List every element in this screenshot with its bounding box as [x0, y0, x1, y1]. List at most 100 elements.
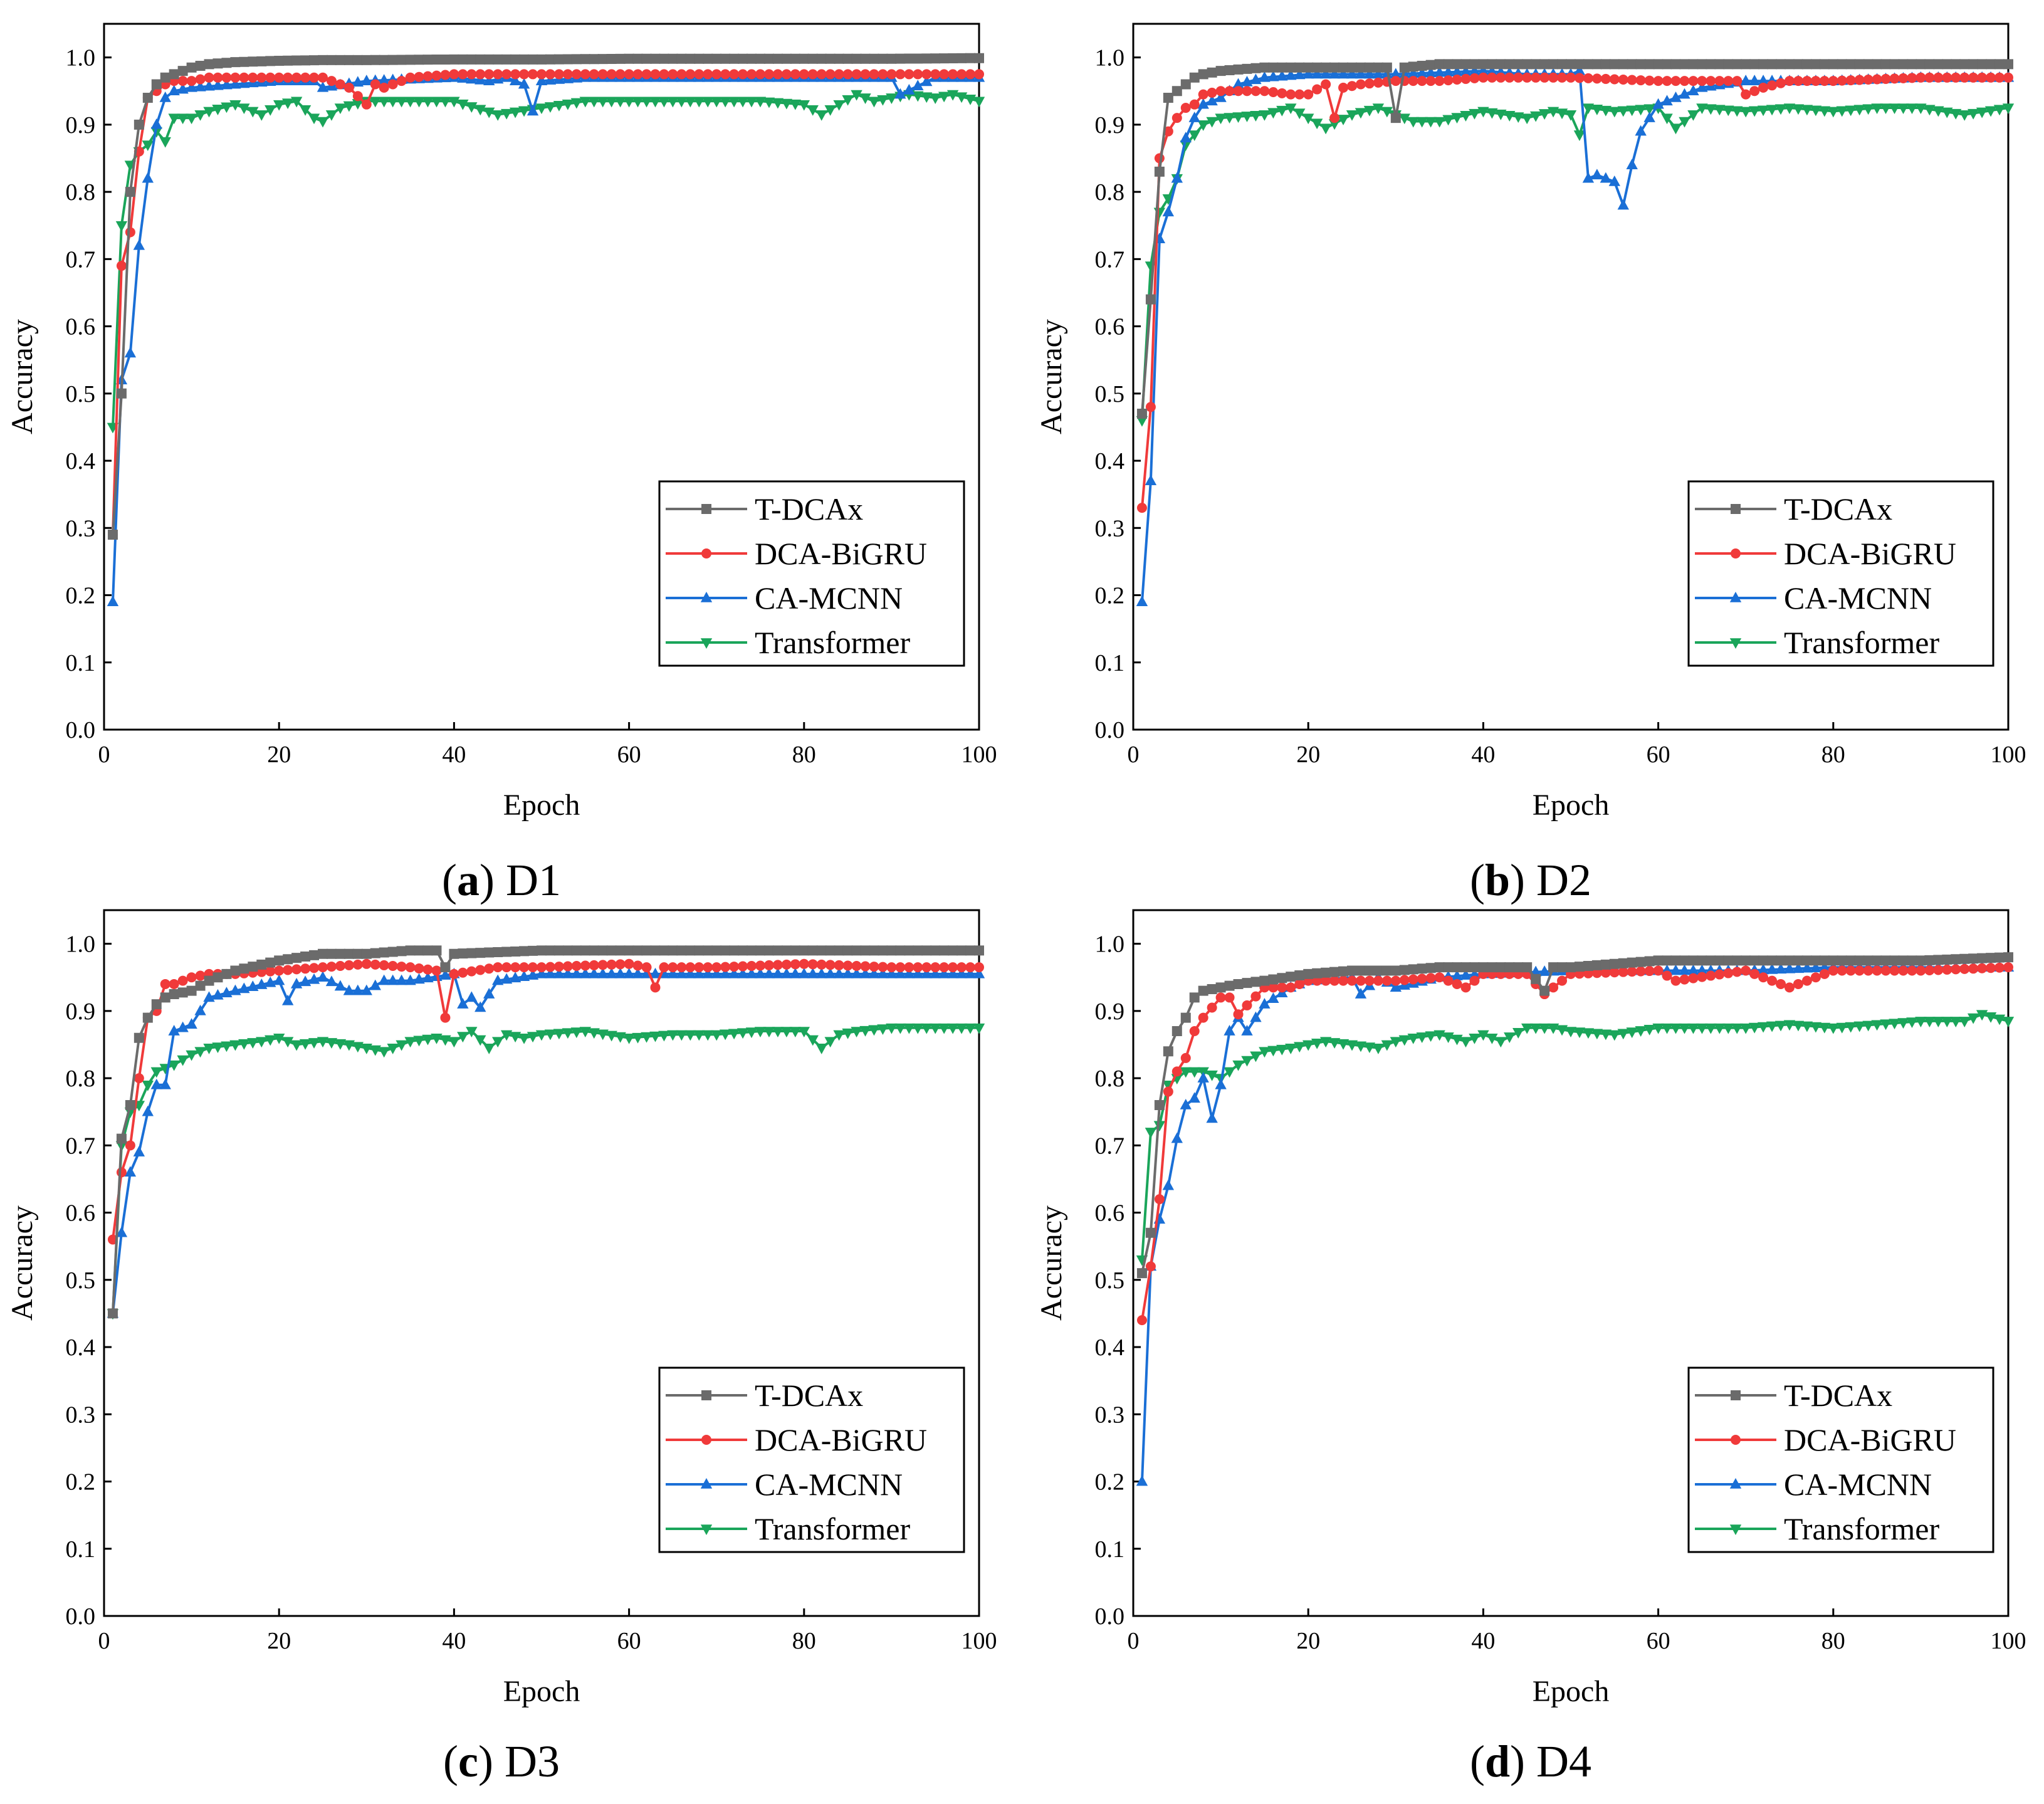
- data-point: [1529, 111, 1542, 122]
- data-point: [1670, 964, 1682, 975]
- data-point: [676, 97, 688, 108]
- data-point: [728, 1029, 740, 1040]
- data-point: [1425, 60, 1436, 70]
- data-point: [1355, 1041, 1367, 1052]
- data-point: [703, 945, 713, 956]
- data-point: [1355, 62, 1366, 73]
- data-point: [676, 69, 687, 80]
- data-point: [1810, 1022, 1822, 1033]
- data-point: [632, 960, 643, 971]
- caption-letter: c: [458, 1736, 478, 1786]
- data-point: [343, 82, 354, 93]
- legend-marker: [701, 548, 711, 559]
- data-point: [1469, 108, 1481, 120]
- data-point: [545, 54, 555, 65]
- data-point: [1189, 992, 1200, 1003]
- data-point: [440, 962, 451, 973]
- data-point: [212, 79, 224, 90]
- data-point: [694, 962, 705, 973]
- data-point: [475, 948, 486, 958]
- data-point: [719, 967, 731, 978]
- data-point: [816, 53, 827, 64]
- data-point: [177, 987, 188, 998]
- data-point: [1688, 59, 1699, 70]
- data-point: [2003, 952, 2013, 963]
- chart-panel-c: 0.00.10.20.30.40.50.60.70.80.91.00 20 40 60…: [6, 909, 997, 1786]
- series-line: [112, 73, 979, 535]
- data-point: [474, 1001, 486, 1012]
- data-point: [614, 967, 626, 978]
- data-point: [702, 1030, 714, 1041]
- data-point: [1390, 975, 1401, 986]
- data-point: [719, 1029, 731, 1041]
- data-point: [553, 1029, 565, 1040]
- data-point: [1785, 955, 1795, 966]
- legend-label: CA-MCNN: [1784, 580, 1932, 616]
- data-point: [501, 947, 512, 957]
- data-point: [668, 53, 678, 64]
- data-point: [615, 959, 626, 970]
- data-point: [1312, 62, 1323, 73]
- data-point: [1347, 62, 1357, 73]
- data-point: [815, 1044, 827, 1054]
- data-point: [501, 962, 512, 973]
- data-point: [256, 72, 267, 83]
- data-point: [265, 56, 276, 66]
- data-point: [274, 955, 285, 966]
- data-point: [1548, 59, 1559, 70]
- data-point: [1547, 1023, 1559, 1034]
- data-point: [1355, 988, 1367, 999]
- data-point: [693, 97, 705, 108]
- data-point: [1381, 965, 1392, 976]
- data-point: [229, 1040, 241, 1051]
- data-point: [440, 54, 451, 65]
- y-tick-label: 0.5: [66, 381, 96, 407]
- data-point: [1539, 72, 1550, 83]
- data-point: [107, 530, 118, 540]
- data-point: [1250, 111, 1262, 122]
- data-point: [299, 105, 312, 116]
- data-point: [1723, 968, 1734, 978]
- legend-marker: [1731, 504, 1741, 514]
- y-tick-label: 0.7: [66, 246, 96, 273]
- data-point: [948, 945, 958, 956]
- data-point: [1627, 967, 1637, 977]
- data-point: [650, 69, 661, 80]
- data-point: [1477, 65, 1489, 75]
- data-point: [1792, 104, 1805, 115]
- data-point: [1976, 1010, 1988, 1021]
- data-point: [1863, 965, 1874, 976]
- data-point: [273, 1033, 285, 1044]
- data-point: [641, 1032, 653, 1043]
- data-point: [623, 1033, 635, 1044]
- data-point: [1836, 106, 1848, 117]
- data-point: [1496, 59, 1506, 70]
- data-point: [1390, 1037, 1402, 1048]
- data-point: [1268, 62, 1279, 73]
- data-point: [956, 962, 967, 973]
- data-point: [1827, 107, 1839, 118]
- data-point: [1801, 59, 1812, 70]
- data-point: [1285, 69, 1297, 80]
- data-point: [186, 1050, 197, 1061]
- data-point: [1609, 958, 1620, 969]
- y-tick-label: 0.2: [1095, 583, 1125, 609]
- x-tick-label: 20: [267, 742, 291, 768]
- data-point: [283, 55, 293, 66]
- data-point: [1767, 80, 1778, 91]
- data-point: [352, 959, 363, 970]
- data-point: [1688, 973, 1699, 983]
- data-point: [728, 97, 740, 108]
- series-line: [112, 1026, 979, 1314]
- y-axis-title: Accuracy: [6, 319, 39, 434]
- data-point: [1452, 59, 1462, 70]
- data-point: [912, 1023, 924, 1034]
- data-point: [1731, 106, 1743, 117]
- data-point: [562, 945, 573, 956]
- data-point: [720, 945, 731, 956]
- data-point: [1425, 117, 1437, 128]
- data-point: [1819, 76, 1830, 87]
- series-ca-mcnn: [107, 967, 985, 1318]
- series-transformer: [107, 90, 985, 434]
- data-point: [1627, 59, 1637, 70]
